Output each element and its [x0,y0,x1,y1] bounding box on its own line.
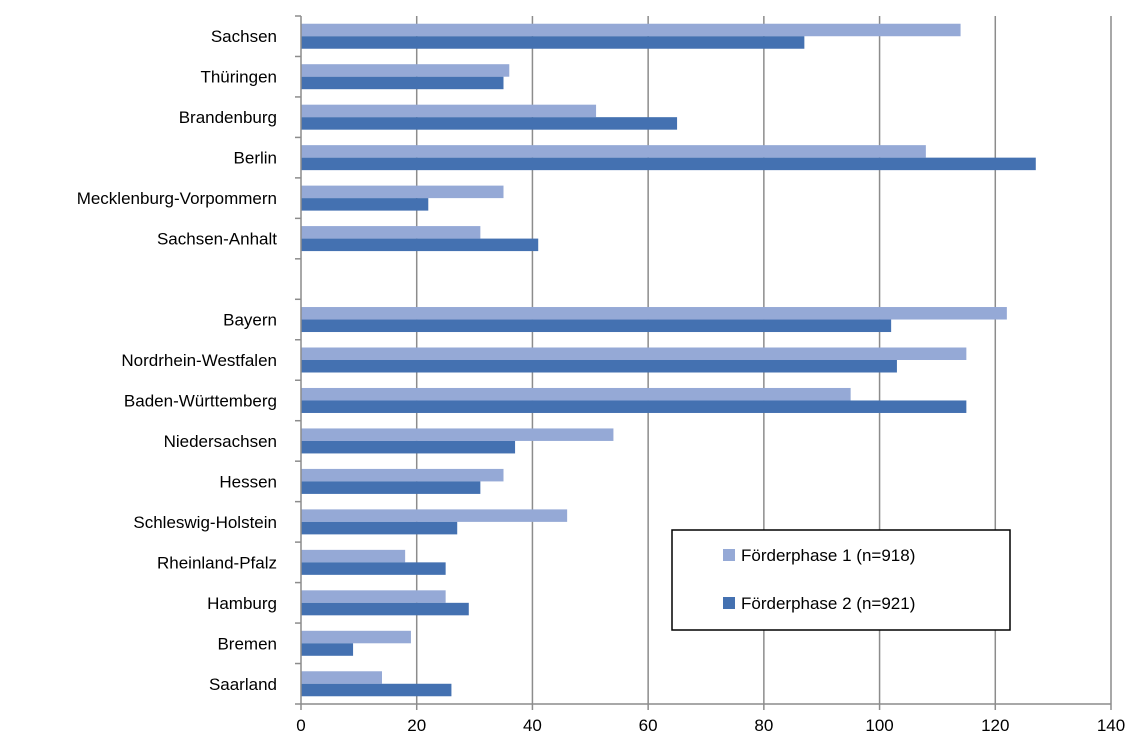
legend-box [672,530,1010,630]
bar-2 [301,36,804,49]
category-labels: Sachsen Thüringen Brandenburg Berlin Mecklen… [77,27,278,694]
category-label: Mecklenburg-Vorpommern [77,189,277,208]
category-label: Bremen [217,634,277,653]
x-tick-labels: 0 20 40 60 80 100 120 140 [296,716,1125,735]
bar-2 [301,117,677,130]
bar-1 [301,550,405,563]
bar-1 [301,307,1007,320]
bar-2 [301,522,457,535]
category-label: Baden-Württemberg [124,391,277,410]
category-label: Thüringen [200,68,277,87]
x-tick-label: 100 [865,716,893,735]
legend-swatch-phase-1 [723,549,735,561]
bar-1 [301,590,446,603]
bar-2 [301,158,1036,171]
legend-label-phase-2: Förderphase 2 (n=921) [741,594,915,613]
x-tick-label: 140 [1097,716,1125,735]
bar-2 [301,643,353,656]
bar-1 [301,145,926,158]
legend-label-phase-1: Förderphase 1 (n=918) [741,546,915,565]
category-label: Hamburg [207,594,277,613]
bar-2 [301,400,966,413]
bar-1 [301,631,411,644]
bar-2 [301,320,891,333]
category-label: Niedersachsen [164,432,277,451]
bar-2 [301,441,515,454]
bar-1 [301,24,961,37]
bar-1 [301,388,851,401]
bar-2 [301,239,538,252]
bar-1 [301,105,596,118]
category-label: Rheinland-Pfalz [157,553,277,572]
category-label: Nordrhein-Westfalen [121,351,277,370]
category-label: Bayern [223,311,277,330]
bar-2 [301,360,897,373]
bar-1 [301,186,504,199]
x-tick-label: 80 [754,716,773,735]
x-tick-label: 60 [639,716,658,735]
bar-2 [301,603,469,616]
legend-swatch-phase-2 [723,597,735,609]
legend: Förderphase 1 (n=918) Förderphase 2 (n=9… [672,530,1010,630]
bar-2 [301,198,428,211]
x-tick-label: 0 [296,716,305,735]
category-label: Sachsen-Anhalt [157,230,277,249]
bar-2 [301,684,451,697]
bar-2 [301,77,504,90]
bar-1 [301,64,509,77]
bar-1 [301,469,504,482]
category-label: Sachsen [211,27,277,46]
x-tick-label: 120 [981,716,1009,735]
category-label: Berlin [234,149,277,168]
category-label: Saarland [209,675,277,694]
category-label: Schleswig-Holstein [133,513,277,532]
bar-1 [301,226,480,239]
category-label: Hessen [219,472,277,491]
x-tick-label: 20 [407,716,426,735]
bar-1 [301,428,613,441]
x-tick-label: 40 [523,716,542,735]
bar-1 [301,509,567,521]
bar-1 [301,348,966,361]
category-label: Brandenburg [179,108,277,127]
bar-2 [301,562,446,575]
bar-1 [301,671,382,684]
bar-2 [301,481,480,494]
